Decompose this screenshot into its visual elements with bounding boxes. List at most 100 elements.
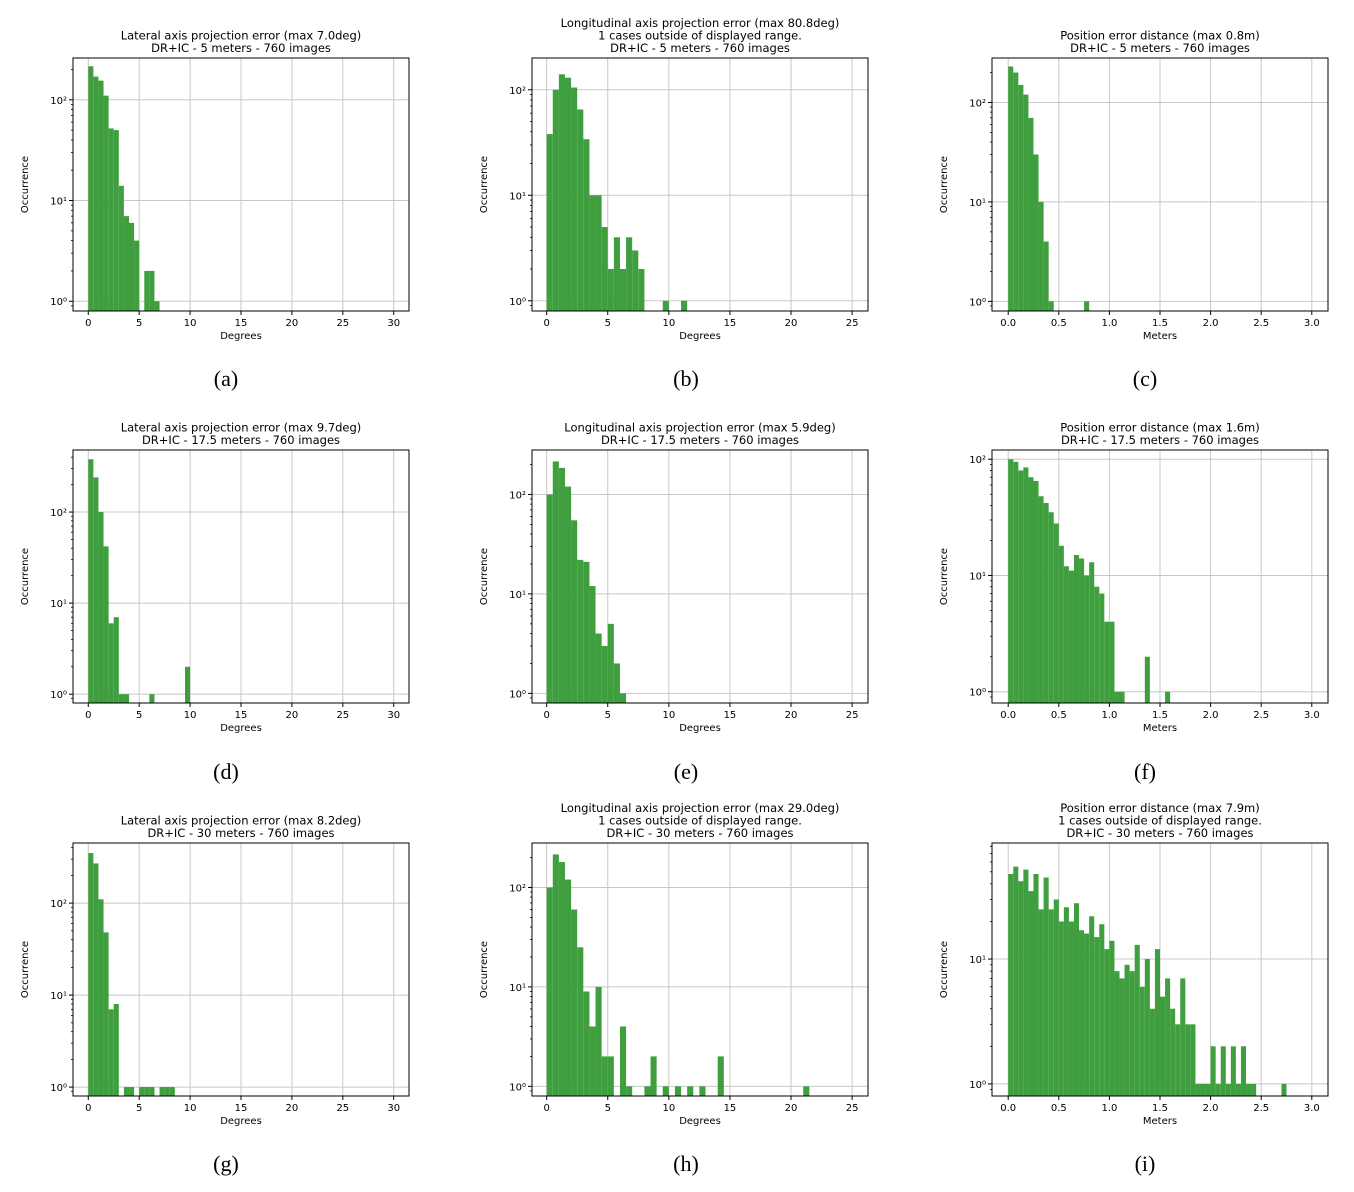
x-tick-label: 25 <box>846 1103 859 1114</box>
histogram-bar <box>1073 903 1080 1096</box>
histogram-bar <box>1084 301 1090 311</box>
histogram-bar <box>1175 1024 1181 1096</box>
histogram-bar <box>1119 978 1125 1096</box>
x-tick-label: 25 <box>336 1103 349 1114</box>
histogram-bar <box>1089 916 1095 1096</box>
histogram-bar <box>1038 201 1044 311</box>
histogram-bar <box>113 617 119 703</box>
histogram-bar <box>1033 480 1039 703</box>
histogram-bar <box>1190 1024 1196 1096</box>
histogram-bar <box>98 80 104 311</box>
histogram-bar <box>88 66 94 311</box>
histogram-bar <box>1028 891 1034 1096</box>
y-tick-label: 10² <box>509 490 526 501</box>
x-tick-label: 1.5 <box>1152 1103 1168 1114</box>
histogram-bar <box>1124 964 1130 1096</box>
x-axis-label: Degrees <box>220 723 262 734</box>
histogram-bar <box>552 89 559 312</box>
x-tick-label: 2.5 <box>1253 1103 1269 1114</box>
histogram-bar <box>1240 1046 1247 1096</box>
histogram-bar <box>1225 1083 1231 1096</box>
histogram-bar <box>687 1086 694 1096</box>
histogram-bar <box>1149 1008 1155 1096</box>
histogram-bar <box>139 1087 145 1096</box>
histogram-bar <box>1094 937 1100 1096</box>
histogram-bar <box>144 270 150 311</box>
histogram-bar <box>1230 1046 1236 1096</box>
histogram-bar <box>1129 971 1135 1096</box>
histogram-bar <box>129 1087 135 1096</box>
histogram-bar <box>662 1086 669 1096</box>
histogram-bar <box>1048 512 1054 703</box>
chart-title-line: Position error distance (max 1.6m) <box>1060 421 1260 435</box>
histogram-bar <box>626 1086 633 1096</box>
caption-i: (i) <box>1134 1151 1156 1176</box>
histogram-bar <box>803 1086 810 1096</box>
histogram-bar <box>1099 593 1105 703</box>
y-tick-label: 10² <box>50 96 67 107</box>
histogram-bar <box>1043 503 1049 703</box>
x-tick-label: 5 <box>136 318 142 329</box>
x-tick-label: 15 <box>724 710 737 721</box>
histogram-bar <box>1251 1083 1257 1096</box>
caption-h: (h) <box>673 1151 699 1176</box>
histogram-bar <box>632 250 639 311</box>
x-tick-label: 0 <box>543 318 549 329</box>
y-axis-label: Occurrence <box>20 156 31 213</box>
x-tick-label: 2.0 <box>1203 1103 1219 1114</box>
x-tick-label: 2.0 <box>1203 318 1219 329</box>
chart-title-line: DR+IC - 17.5 meters - 760 images <box>601 433 799 447</box>
histogram-bar <box>699 1086 706 1096</box>
histogram-bar <box>564 77 572 312</box>
histogram-bar <box>1038 909 1044 1096</box>
x-tick-label: 15 <box>724 318 737 329</box>
x-tick-label: 1.0 <box>1101 710 1117 721</box>
histogram-bar <box>1084 575 1090 703</box>
histogram-bar <box>1084 933 1090 1096</box>
histogram-panel-6: 0.0 0.5 1.0 1.5 2.0 2.5 3.0 10⁰ 10¹ 10² Meters Occu… <box>939 421 1329 734</box>
histogram-bar <box>619 1026 627 1096</box>
histogram-bar <box>118 694 124 703</box>
histogram-bar <box>1008 459 1014 703</box>
histogram-bar <box>113 1004 119 1096</box>
histogram-bar <box>571 87 578 312</box>
histogram-bar <box>1089 562 1095 703</box>
histogram-bar <box>595 986 602 1096</box>
histogram-bar <box>650 1056 657 1096</box>
histogram-bar <box>613 237 620 311</box>
x-tick-label: 2.5 <box>1253 710 1269 721</box>
caption-a: (a) <box>213 366 239 391</box>
histogram-bar <box>169 1087 175 1096</box>
plot-frame <box>531 842 869 1097</box>
histogram-bar <box>118 185 124 311</box>
y-tick-label: 10² <box>969 455 986 466</box>
caption-d: (d) <box>213 759 239 784</box>
histogram-bar <box>1195 1083 1201 1096</box>
histogram-bar <box>1099 924 1105 1096</box>
histogram-bar <box>1094 586 1100 703</box>
histogram-bar <box>564 486 572 703</box>
x-axis-label: Meters <box>1143 723 1177 734</box>
caption-e: (e) <box>673 759 699 784</box>
histogram-bar <box>644 1086 651 1096</box>
histogram-bar <box>546 494 553 703</box>
histogram-bar <box>626 237 633 311</box>
histogram-bar <box>1023 869 1029 1096</box>
x-tick-label: 20 <box>785 710 798 721</box>
histogram-bar <box>1205 1083 1211 1096</box>
histogram-bar <box>144 1087 150 1096</box>
histogram-bar <box>674 1086 682 1096</box>
y-axis-label: Occurrence <box>939 941 950 998</box>
histogram-bar <box>1160 996 1166 1096</box>
x-tick-label: 20 <box>286 1103 299 1114</box>
x-tick-label: 30 <box>387 318 400 329</box>
y-tick-label: 10⁰ <box>50 1083 67 1094</box>
histogram-bar <box>1235 1083 1241 1096</box>
x-tick-label: 10 <box>184 318 197 329</box>
histogram-bar <box>1200 1083 1206 1096</box>
y-tick-label: 10⁰ <box>509 297 526 308</box>
histogram-bar <box>1165 978 1171 1096</box>
histogram-bar <box>607 269 614 311</box>
histogram-bar <box>1058 545 1064 703</box>
histogram-bar <box>103 95 109 312</box>
